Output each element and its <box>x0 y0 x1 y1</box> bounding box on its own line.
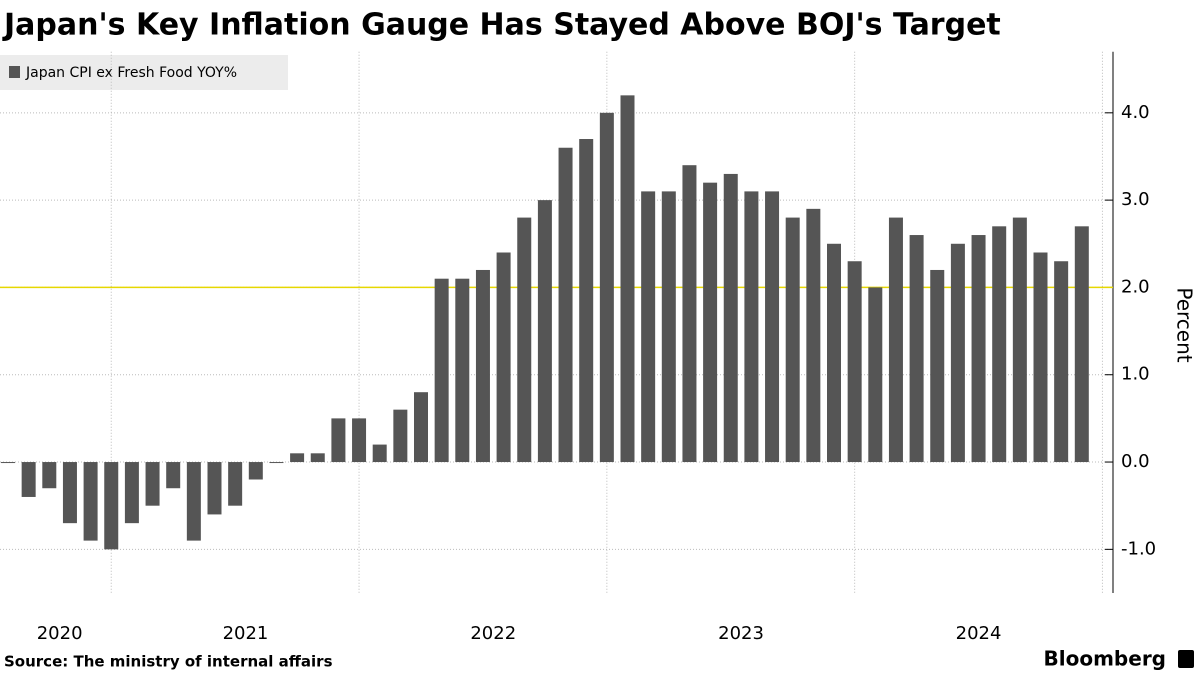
legend-box <box>0 55 288 90</box>
bar <box>310 453 325 463</box>
bar <box>661 191 676 463</box>
bar <box>765 191 780 463</box>
x-tick-label: 2022 <box>470 623 516 644</box>
bar <box>455 278 470 463</box>
bar <box>744 191 759 463</box>
bar <box>62 462 77 524</box>
y-tick-label: 3.0 <box>1121 189 1150 210</box>
bar <box>537 200 552 463</box>
bar <box>186 462 201 541</box>
legend-label: Japan CPI ex Fresh Food YOY% <box>25 65 237 81</box>
x-tick-label: 2020 <box>37 623 83 644</box>
bar <box>703 182 718 463</box>
brand-icon <box>1178 650 1194 668</box>
bar <box>517 217 532 463</box>
x-tick-label: 2024 <box>956 623 1002 644</box>
y-tick-label: 2.0 <box>1121 276 1150 297</box>
x-tick-label: 2023 <box>718 623 764 644</box>
bar <box>682 165 697 463</box>
bar <box>434 278 449 463</box>
bar <box>558 147 573 463</box>
bar <box>950 243 965 463</box>
bar <box>909 235 924 463</box>
y-tick-label: 1.0 <box>1121 364 1150 385</box>
bar <box>1012 217 1027 463</box>
brand: Bloomberg <box>1044 647 1166 671</box>
bar <box>393 409 408 463</box>
bar <box>868 287 883 463</box>
bar <box>290 453 305 463</box>
bar <box>496 252 511 463</box>
bar <box>104 462 119 550</box>
bar <box>971 235 986 463</box>
bar <box>579 139 594 463</box>
bar <box>414 392 428 463</box>
x-tick-label: 2021 <box>223 623 269 644</box>
bar <box>352 418 367 463</box>
chart-title: Japan's Key Inflation Gauge Has Stayed A… <box>2 8 1001 43</box>
y-tick-label: 4.0 <box>1121 102 1150 123</box>
bar <box>372 444 387 463</box>
bar <box>641 191 656 463</box>
y-axis-label: Percent <box>1173 287 1197 362</box>
bar <box>21 462 36 497</box>
bar <box>83 462 98 541</box>
bar <box>269 462 284 464</box>
bar <box>248 462 263 480</box>
bar <box>847 261 862 463</box>
bar <box>827 243 841 463</box>
bar <box>930 269 945 463</box>
bar <box>207 462 222 515</box>
y-tick-label: -1.0 <box>1121 538 1156 559</box>
bar <box>145 462 160 506</box>
bar <box>806 208 821 463</box>
bar <box>1074 226 1089 463</box>
bar <box>42 462 57 489</box>
bar <box>1054 261 1069 463</box>
bar <box>785 217 800 463</box>
bar <box>1033 252 1048 463</box>
bar <box>888 217 903 463</box>
y-tick-label: 0.0 <box>1121 451 1150 472</box>
bar <box>620 95 635 463</box>
bar <box>723 173 738 463</box>
bar <box>124 462 139 524</box>
bar <box>599 112 614 463</box>
bar <box>992 226 1007 463</box>
legend-swatch <box>9 66 20 78</box>
bar <box>228 462 243 506</box>
bar <box>475 269 490 463</box>
source-note: Source: The ministry of internal affairs <box>4 653 333 671</box>
bar <box>166 462 181 489</box>
bar <box>331 418 346 463</box>
bar <box>1 462 15 464</box>
